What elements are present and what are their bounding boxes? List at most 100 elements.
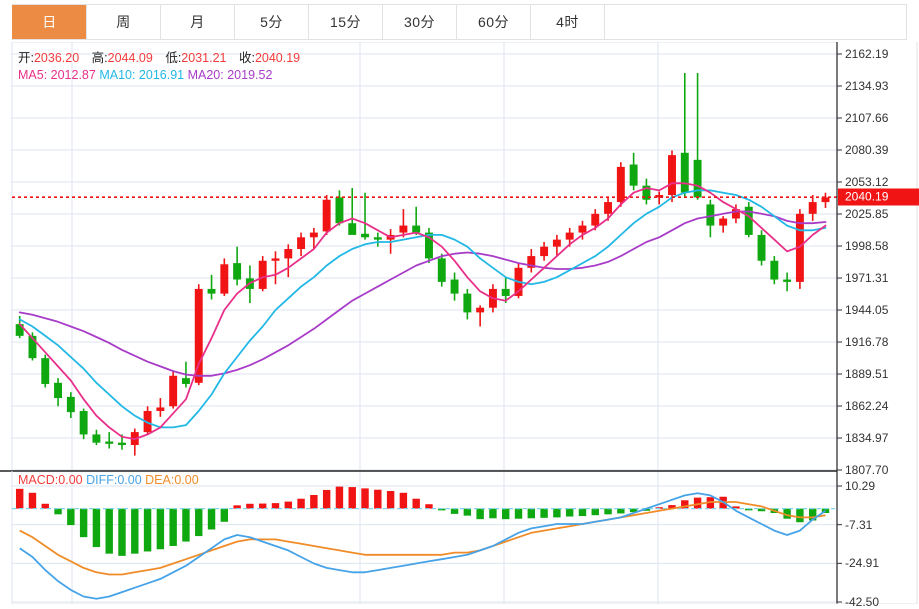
ma20-line [18,210,827,377]
candle-body [783,279,792,282]
candlestick [463,288,472,320]
candle-body [565,232,574,240]
macd-histogram-bar [514,508,523,519]
ma10-line [18,189,827,429]
macd-histogram-bar [143,508,152,552]
candle-body [118,442,126,446]
candle-body [668,155,676,196]
tab-day[interactable]: 日 [12,5,86,39]
candlestick [744,202,753,238]
candlestick [79,408,88,440]
candlestick [450,272,459,301]
price-axis-label: 2134.93 [845,79,889,93]
macd-histogram-bar [41,503,49,509]
candlestick [361,192,369,240]
candlestick [655,191,664,205]
price-axis-label: 2080.39 [845,143,889,157]
candle-body [258,260,267,289]
candle-body [501,288,510,296]
macd-histogram-bar [540,508,548,518]
candle-body [808,202,817,214]
macd-histogram-bar [105,508,113,554]
chart-canvas[interactable] [0,42,919,604]
tab-60min[interactable]: 60分 [456,5,530,39]
macd-histogram-bar [156,508,165,550]
macd-histogram-bar [246,503,254,509]
macd-histogram-bar [450,508,459,514]
candle-body [425,232,433,259]
macd-histogram-bar [732,506,740,509]
macd-axis-label: -42.50 [845,595,880,609]
candle-body [348,223,357,235]
candle-body [719,218,728,226]
candle-body [105,441,114,444]
macd-histogram-bar [489,508,497,519]
candle-body [309,232,318,238]
tab-15min[interactable]: 15分 [308,5,382,39]
macd-histogram-bar [361,488,369,509]
macd-histogram-bar [565,508,574,517]
candlestick [284,244,293,278]
candle-body [591,213,600,226]
price-axis-label: 1971.31 [845,271,889,285]
candle-body [54,382,63,399]
candle-body [821,197,830,203]
macd-histogram-bar [604,508,612,515]
candle-body [284,249,293,259]
macd-histogram-bar [118,508,126,556]
candle-body [79,410,88,435]
candle-body [297,237,306,250]
candle-body [194,288,203,383]
candlestick [808,195,817,221]
candlestick [476,305,485,327]
macd-histogram-bar [438,508,446,511]
candlestick [719,216,728,233]
candlestick [552,234,561,257]
macd-histogram-bar [642,508,651,511]
candle-body [28,335,37,359]
tabbar-filler [604,5,906,39]
macd-histogram-bar [169,508,177,546]
price-axis-label: 1889.51 [845,367,889,381]
candle-body [578,225,587,233]
macd-histogram-bar [783,508,791,519]
tab-15min-label: 15分 [329,14,362,30]
candle-body [731,209,740,219]
candle-body [207,288,216,294]
candlestick [207,274,216,300]
candlestick [399,209,408,238]
candle-body [15,324,24,336]
tab-5min[interactable]: 5分 [234,5,308,39]
macd-histogram-bar [796,508,804,523]
candlestick [105,432,114,449]
candlestick [233,246,242,286]
candle-body [233,263,242,280]
macd-histogram-bar [220,508,229,522]
macd-axis-label: 10.29 [845,479,876,493]
tab-4hour[interactable]: 4时 [530,5,604,39]
price-axis-label: 1834.97 [845,431,889,445]
candlestick [92,429,101,446]
candle-body [744,206,753,235]
price-axis-label: 1916.78 [845,335,889,349]
candle-body [680,152,689,193]
macd-histogram-bar [15,488,24,509]
candle-body [527,256,536,268]
candle-body [706,204,715,226]
macd-histogram-bar [808,508,817,521]
macd-histogram-bar [348,487,356,509]
macd-histogram-bar [374,489,382,509]
macd-histogram-bar [92,508,101,548]
candle-body [181,378,190,384]
tab-week[interactable]: 周 [86,5,160,39]
tab-30min[interactable]: 30分 [382,5,456,39]
candlestick [616,162,625,207]
candle-body [143,410,152,433]
tab-4hour-label: 4时 [556,14,579,30]
tab-month[interactable]: 月 [160,5,234,39]
candle-body [399,225,408,233]
price-axis-label: 1944.05 [845,303,889,317]
candle-body [220,264,229,294]
macd-histogram-bar [502,508,510,520]
candlestick [322,195,331,235]
